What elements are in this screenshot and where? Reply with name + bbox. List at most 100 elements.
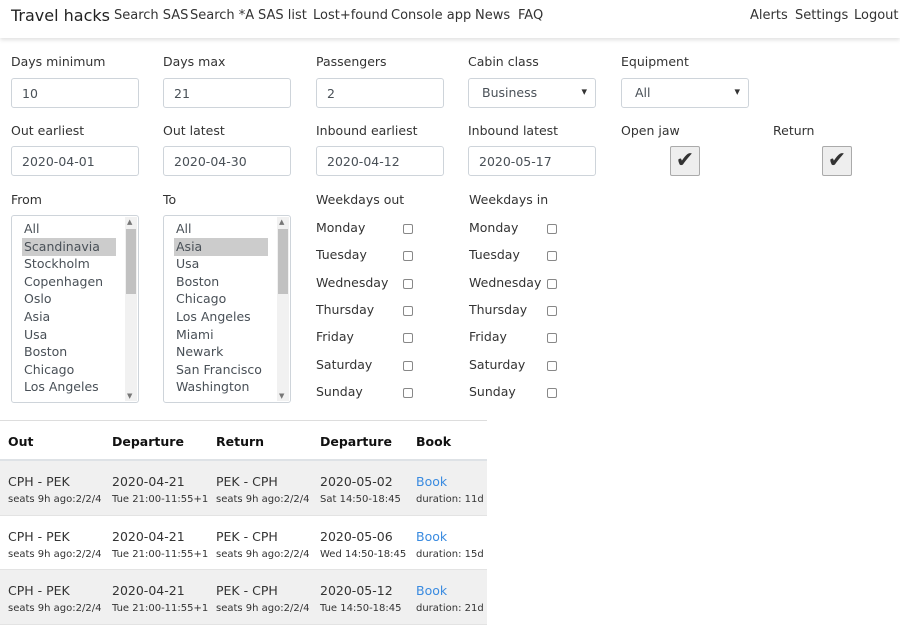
list-option[interactable]: All xyxy=(176,221,192,236)
book-link[interactable]: Book xyxy=(416,474,448,489)
out-latest-input[interactable] xyxy=(163,146,291,176)
duration: duration: 21d xyxy=(416,603,484,614)
header-book: Book xyxy=(416,434,452,449)
list-option[interactable]: Chicago xyxy=(24,361,75,377)
return-checkbox[interactable]: ✔ xyxy=(822,146,852,176)
scroll-up-icon[interactable]: ▲ xyxy=(127,218,133,226)
out-earliest-input[interactable] xyxy=(11,146,139,176)
in-earliest-label: Inbound earliest xyxy=(316,123,418,138)
return-time: Tue 14:50-18:45 xyxy=(320,603,402,614)
list-option[interactable]: Asia xyxy=(24,309,51,324)
weekday-out-checkbox[interactable] xyxy=(403,224,413,234)
return-seats: seats 9h ago:2/2/4 xyxy=(216,548,310,560)
list-option[interactable]: Boston xyxy=(24,344,68,360)
cabin-select[interactable]: Business xyxy=(468,78,596,108)
book-link[interactable]: Book xyxy=(416,528,448,544)
open-jaw-label: Open jaw xyxy=(621,123,680,138)
list-option[interactable]: Usa xyxy=(176,256,200,272)
weekday-in-label: Friday xyxy=(469,329,507,345)
out-route: CPH - PEK xyxy=(8,528,70,544)
from-listbox[interactable]: All Scandinavia Stockholm Copenhagen Oslo Asi… xyxy=(11,215,139,403)
weekday-out-label: Friday xyxy=(316,329,354,345)
nav-search-star-a[interactable]: Search *A xyxy=(190,8,255,23)
departure-date: 2020-04-21 xyxy=(112,583,185,598)
weekday-in-label: Sunday xyxy=(469,383,516,399)
nav-console-app[interactable]: Console app xyxy=(391,8,472,23)
weekday-out-checkbox[interactable] xyxy=(403,333,413,344)
weekday-in-checkbox[interactable] xyxy=(547,305,557,316)
list-option[interactable]: All xyxy=(24,221,40,236)
weekday-out-label: Monday xyxy=(316,220,366,235)
weekday-out-checkbox[interactable] xyxy=(403,387,413,398)
return-seats: seats 9h ago:2/2/4 xyxy=(216,494,310,505)
list-option[interactable]: Los Angeles xyxy=(176,309,251,324)
weekday-in-checkbox[interactable] xyxy=(547,387,557,398)
list-option[interactable]: Stockholm xyxy=(24,256,90,272)
passengers-input[interactable] xyxy=(316,78,444,108)
departure-time: Tue 21:00-11:55+1 xyxy=(112,603,209,614)
cabin-label: Cabin class xyxy=(468,54,539,69)
scroll-down-icon[interactable]: ▼ xyxy=(127,392,133,400)
list-option[interactable]: Newark xyxy=(176,344,224,360)
open-jaw-checkbox[interactable]: ✔ xyxy=(670,146,700,176)
return-route: PEK - CPH xyxy=(216,583,278,598)
in-latest-input[interactable] xyxy=(468,146,596,176)
to-label: To xyxy=(163,192,177,207)
weekday-out-checkbox[interactable] xyxy=(403,251,413,262)
out-seats: seats 9h ago:2/2/4 xyxy=(8,603,102,614)
book-link[interactable]: Book xyxy=(416,583,448,598)
nav-alerts[interactable]: Alerts xyxy=(750,8,788,23)
check-icon: ✔ xyxy=(675,148,695,173)
weekday-in-checkbox[interactable] xyxy=(547,333,557,344)
nav-sas-list[interactable]: SAS list xyxy=(258,8,307,23)
scrollbar[interactable]: ▲ ▼ xyxy=(277,217,289,401)
scrollbar-thumb[interactable] xyxy=(126,229,136,294)
list-option[interactable]: San Francisco xyxy=(176,361,262,377)
list-option[interactable]: Copenhagen xyxy=(24,273,104,289)
list-option[interactable]: Scandinavia xyxy=(22,237,116,256)
nav-lost-found[interactable]: Lost+found xyxy=(313,8,388,23)
equipment-select[interactable]: All xyxy=(621,78,749,108)
weekday-out-checkbox[interactable] xyxy=(403,305,413,316)
header-departure: Departure xyxy=(112,434,184,449)
list-option[interactable]: Chicago xyxy=(176,291,227,307)
weekday-in-checkbox[interactable] xyxy=(547,251,557,262)
list-option[interactable]: Asia xyxy=(174,237,268,256)
scroll-down-icon[interactable]: ▼ xyxy=(279,392,285,400)
to-listbox[interactable]: All Asia Usa Boston Chicago Los Angeles Miami N… xyxy=(163,215,291,403)
list-option[interactable]: Oslo xyxy=(24,291,52,307)
return-seats: seats 9h ago:2/2/4 xyxy=(216,603,310,614)
days-max-label: Days max xyxy=(163,54,226,69)
header-return: Return xyxy=(216,434,265,449)
nav-logout[interactable]: Logout xyxy=(854,8,899,23)
equipment-label: Equipment xyxy=(621,54,689,69)
weekday-in-checkbox[interactable] xyxy=(547,224,557,234)
duration: duration: 11d xyxy=(416,494,484,505)
nav-settings[interactable]: Settings xyxy=(795,8,849,23)
list-option[interactable]: Boston xyxy=(176,273,220,289)
brand[interactable]: Travel hacks xyxy=(11,6,110,25)
days-min-input[interactable] xyxy=(11,78,139,108)
weekday-out-label: Thursday xyxy=(316,301,375,317)
list-option[interactable]: Los Angeles xyxy=(24,379,99,395)
return-route: PEK - CPH xyxy=(216,474,278,489)
weekday-out-checkbox[interactable] xyxy=(403,360,413,371)
scrollbar[interactable]: ▲ ▼ xyxy=(125,217,137,401)
weekday-out-checkbox[interactable] xyxy=(403,278,413,289)
weekday-in-checkbox[interactable] xyxy=(547,360,557,371)
nav-faq[interactable]: FAQ xyxy=(518,8,544,23)
scrollbar-thumb[interactable] xyxy=(278,229,288,294)
duration: duration: 15d xyxy=(416,548,484,560)
list-option[interactable]: Miami xyxy=(176,326,214,342)
in-earliest-input[interactable] xyxy=(316,146,444,176)
table-row: CPH - PEK seats 9h ago:2/2/4 2020-04-21 Tue… xyxy=(0,516,487,570)
list-option[interactable]: Usa xyxy=(24,326,48,342)
weekday-in-checkbox[interactable] xyxy=(547,278,557,289)
nav-news[interactable]: News xyxy=(475,8,511,23)
list-option[interactable]: Washington xyxy=(176,379,250,395)
weekday-out-label: Tuesday xyxy=(316,247,367,263)
nav-search-sas[interactable]: Search SAS xyxy=(114,8,189,23)
scroll-up-icon[interactable]: ▲ xyxy=(279,218,285,226)
departure-date: 2020-04-21 xyxy=(112,528,185,544)
days-max-input[interactable] xyxy=(163,78,291,108)
